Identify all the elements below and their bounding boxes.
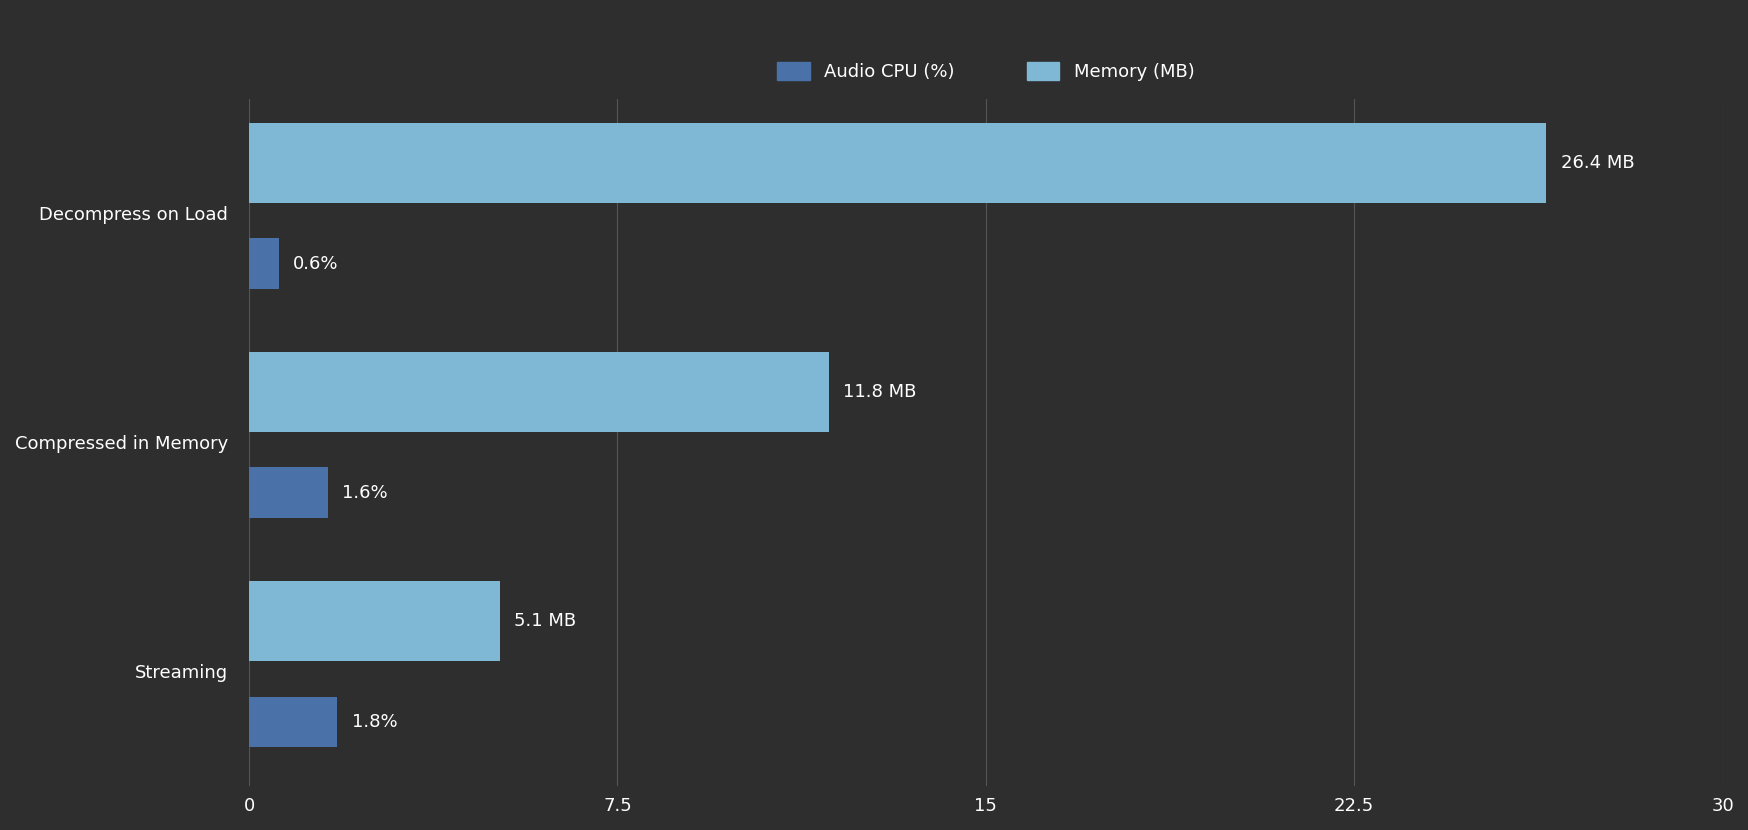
Text: 26.4 MB: 26.4 MB — [1559, 154, 1633, 172]
Text: 11.8 MB: 11.8 MB — [843, 383, 916, 401]
Text: 1.8%: 1.8% — [351, 713, 397, 730]
Bar — [248, 467, 327, 518]
Bar — [248, 238, 278, 289]
Bar — [248, 123, 1545, 203]
Text: 1.6%: 1.6% — [343, 484, 388, 501]
Bar — [248, 696, 337, 747]
Text: 0.6%: 0.6% — [294, 255, 339, 272]
Bar — [248, 581, 500, 661]
Legend: Audio CPU (%), Memory (MB): Audio CPU (%), Memory (MB) — [767, 52, 1203, 90]
Bar — [248, 352, 829, 432]
Text: 5.1 MB: 5.1 MB — [514, 612, 577, 630]
